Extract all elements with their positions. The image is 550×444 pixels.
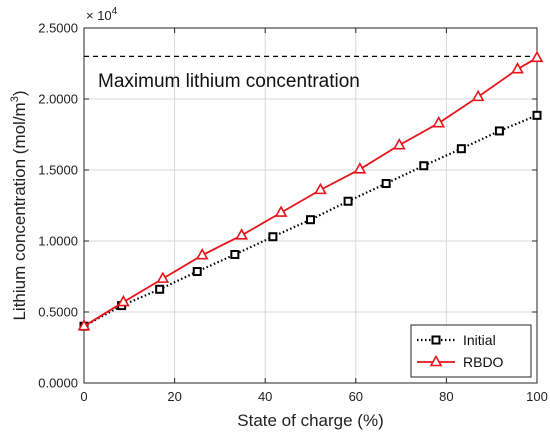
- marker-triangle: [156, 271, 170, 283]
- marker-square: [419, 161, 429, 171]
- marker-square: [192, 267, 202, 277]
- marker-square: [532, 110, 542, 120]
- marker-triangle: [429, 354, 443, 367]
- axes: 0 20 40 60 80 100 0.0000 0.5000 1.0000 1.5000 2.00…: [38, 21, 548, 405]
- marker-triangle: [195, 248, 209, 260]
- y-tick-label: 0.5000: [38, 305, 78, 320]
- y-axis-title-close: ): [10, 90, 29, 96]
- plot-area: [84, 28, 537, 383]
- y-axis-title-main: Lithium concentration (mol/m: [10, 102, 29, 320]
- y-axis-exponent: × 104: [86, 6, 118, 23]
- marker-square: [155, 284, 165, 294]
- axes-frame: [83, 27, 538, 384]
- exponent-power: 4: [112, 6, 118, 17]
- y-tick-label: 2.5000: [38, 21, 78, 36]
- x-tick-label: 40: [258, 389, 272, 404]
- x-tick-label: 60: [349, 389, 363, 404]
- marker-triangle: [511, 62, 524, 74]
- marker-square: [268, 232, 278, 242]
- y-tick-label: 1.0000: [38, 234, 78, 249]
- marker-square: [494, 126, 504, 136]
- x-tick-label: 0: [80, 389, 87, 404]
- y-tick-label: 0.0000: [38, 376, 78, 391]
- marker-triangle: [274, 205, 288, 217]
- legend-label: RBDO: [463, 354, 504, 370]
- series-rbdo: [77, 50, 544, 331]
- x-axis-title: State of charge (%): [237, 411, 383, 430]
- legend: Initial RBDO: [410, 324, 532, 378]
- marker-triangle: [117, 294, 130, 307]
- annotation-max-concentration: Maximum lithium concentration: [98, 71, 360, 92]
- legend-label: Initial: [463, 332, 496, 348]
- y-axis-title-sup: 3: [9, 96, 21, 102]
- x-tick-label: 80: [439, 389, 453, 404]
- x-tick-label: 100: [526, 389, 548, 404]
- marker-triangle: [235, 228, 249, 240]
- grid: [83, 27, 538, 384]
- y-tick-label: 2.0000: [38, 92, 78, 107]
- marker-square: [306, 215, 315, 225]
- marker-square: [381, 178, 391, 188]
- marker-square: [431, 335, 441, 345]
- y-axis-title: Lithium concentration (mol/m3): [9, 90, 29, 320]
- marker-triangle: [432, 115, 446, 128]
- marker-triangle: [77, 319, 91, 331]
- x-tick-label: 20: [167, 389, 181, 404]
- marker-triangle: [392, 138, 406, 150]
- marker-triangle: [353, 162, 367, 174]
- y-tick-label: 1.5000: [38, 163, 78, 178]
- marker-square: [456, 144, 466, 154]
- legend-box: [410, 324, 532, 378]
- marker-triangle: [314, 182, 327, 195]
- marker-square: [343, 196, 353, 206]
- series-layer: [77, 50, 544, 331]
- exponent-base: × 10: [86, 8, 112, 23]
- marker-triangle: [530, 50, 544, 63]
- marker-square: [230, 249, 240, 259]
- marker-triangle: [471, 89, 485, 102]
